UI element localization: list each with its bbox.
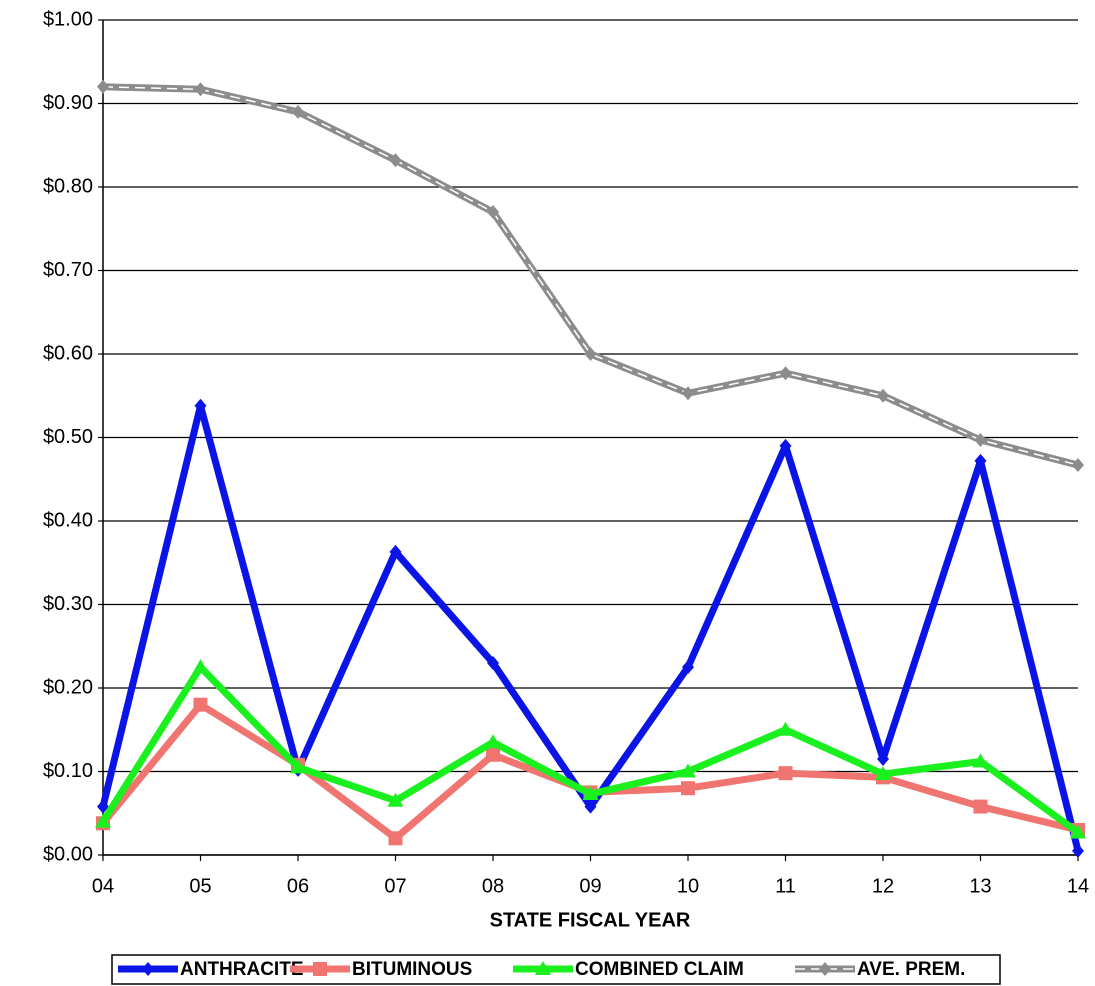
- data-point: [680, 763, 696, 778]
- data-point: [193, 697, 208, 712]
- y-tick-label: $0.80: [43, 175, 93, 197]
- data-point: [192, 659, 209, 674]
- data-point: [290, 759, 306, 774]
- legend-marker: [819, 962, 831, 976]
- data-point: [682, 660, 694, 675]
- data-point: [486, 747, 500, 762]
- x-tick-label: 05: [189, 875, 211, 897]
- data-point: [582, 786, 599, 801]
- x-axis-title: STATE FISCAL YEAR: [490, 909, 691, 931]
- data-point: [875, 766, 891, 781]
- data-point: [779, 438, 792, 453]
- series-line-dash: [102, 86, 1079, 466]
- data-point: [681, 781, 695, 796]
- data-point: [584, 799, 597, 814]
- x-tick-label: 12: [872, 875, 894, 897]
- data-point: [777, 721, 794, 736]
- data-point: [973, 799, 988, 814]
- legend-marker: [535, 961, 551, 975]
- x-tick-label: 09: [579, 875, 601, 897]
- data-point: [387, 792, 404, 807]
- x-tick-label: 11: [775, 875, 796, 897]
- x-tick-label: 06: [287, 875, 309, 897]
- legend-label: AVE. PREM.: [857, 959, 965, 980]
- data-point: [388, 831, 403, 846]
- x-tick-label: 14: [1067, 875, 1089, 897]
- y-tick-label: $0.20: [43, 676, 93, 698]
- y-tick-label: $0.10: [43, 760, 93, 782]
- y-tick-label: $0.60: [43, 342, 93, 364]
- data-point: [389, 544, 402, 559]
- x-tick-label: 10: [677, 875, 699, 897]
- legend-label: ANTHRACITE: [180, 959, 304, 980]
- x-tick-label: 04: [92, 875, 114, 897]
- x-tick-label: 08: [482, 875, 504, 897]
- data-point: [487, 655, 499, 670]
- data-point: [485, 734, 501, 749]
- legend-label: COMBINED CLAIM: [575, 959, 744, 980]
- y-tick-label: $0.00: [43, 843, 93, 865]
- data-point: [877, 388, 889, 403]
- y-tick-label: $0.70: [43, 259, 93, 281]
- data-point: [487, 205, 499, 220]
- y-tick-label: $0.40: [43, 509, 93, 531]
- data-point: [389, 153, 402, 168]
- y-tick-label: $0.50: [43, 426, 93, 448]
- series-line: [102, 83, 1079, 469]
- legend-label: BITUMINOUS: [352, 959, 472, 980]
- data-point: [584, 347, 597, 361]
- data-point: [1070, 824, 1086, 839]
- x-tick-label: 07: [384, 875, 406, 897]
- data-point: [972, 753, 989, 768]
- data-point: [779, 366, 792, 381]
- y-tick-label: $1.00: [43, 8, 93, 30]
- data-point: [194, 82, 207, 97]
- data-point: [1072, 843, 1084, 858]
- data-point: [974, 453, 987, 468]
- data-point: [292, 104, 304, 119]
- data-point: [974, 433, 987, 448]
- series-line: [99, 402, 1082, 852]
- data-point: [877, 751, 889, 766]
- data-point: [778, 766, 793, 781]
- y-tick-label: $0.90: [43, 92, 93, 114]
- data-point: [95, 813, 111, 828]
- data-point: [97, 799, 109, 814]
- data-point: [97, 79, 109, 94]
- legend-marker: [313, 962, 327, 976]
- legend-marker: [142, 962, 154, 976]
- data-point: [1072, 458, 1084, 473]
- y-tick-label: $0.30: [43, 593, 93, 615]
- data-point: [194, 398, 207, 413]
- x-tick-label: 13: [969, 875, 991, 897]
- data-point: [682, 386, 694, 401]
